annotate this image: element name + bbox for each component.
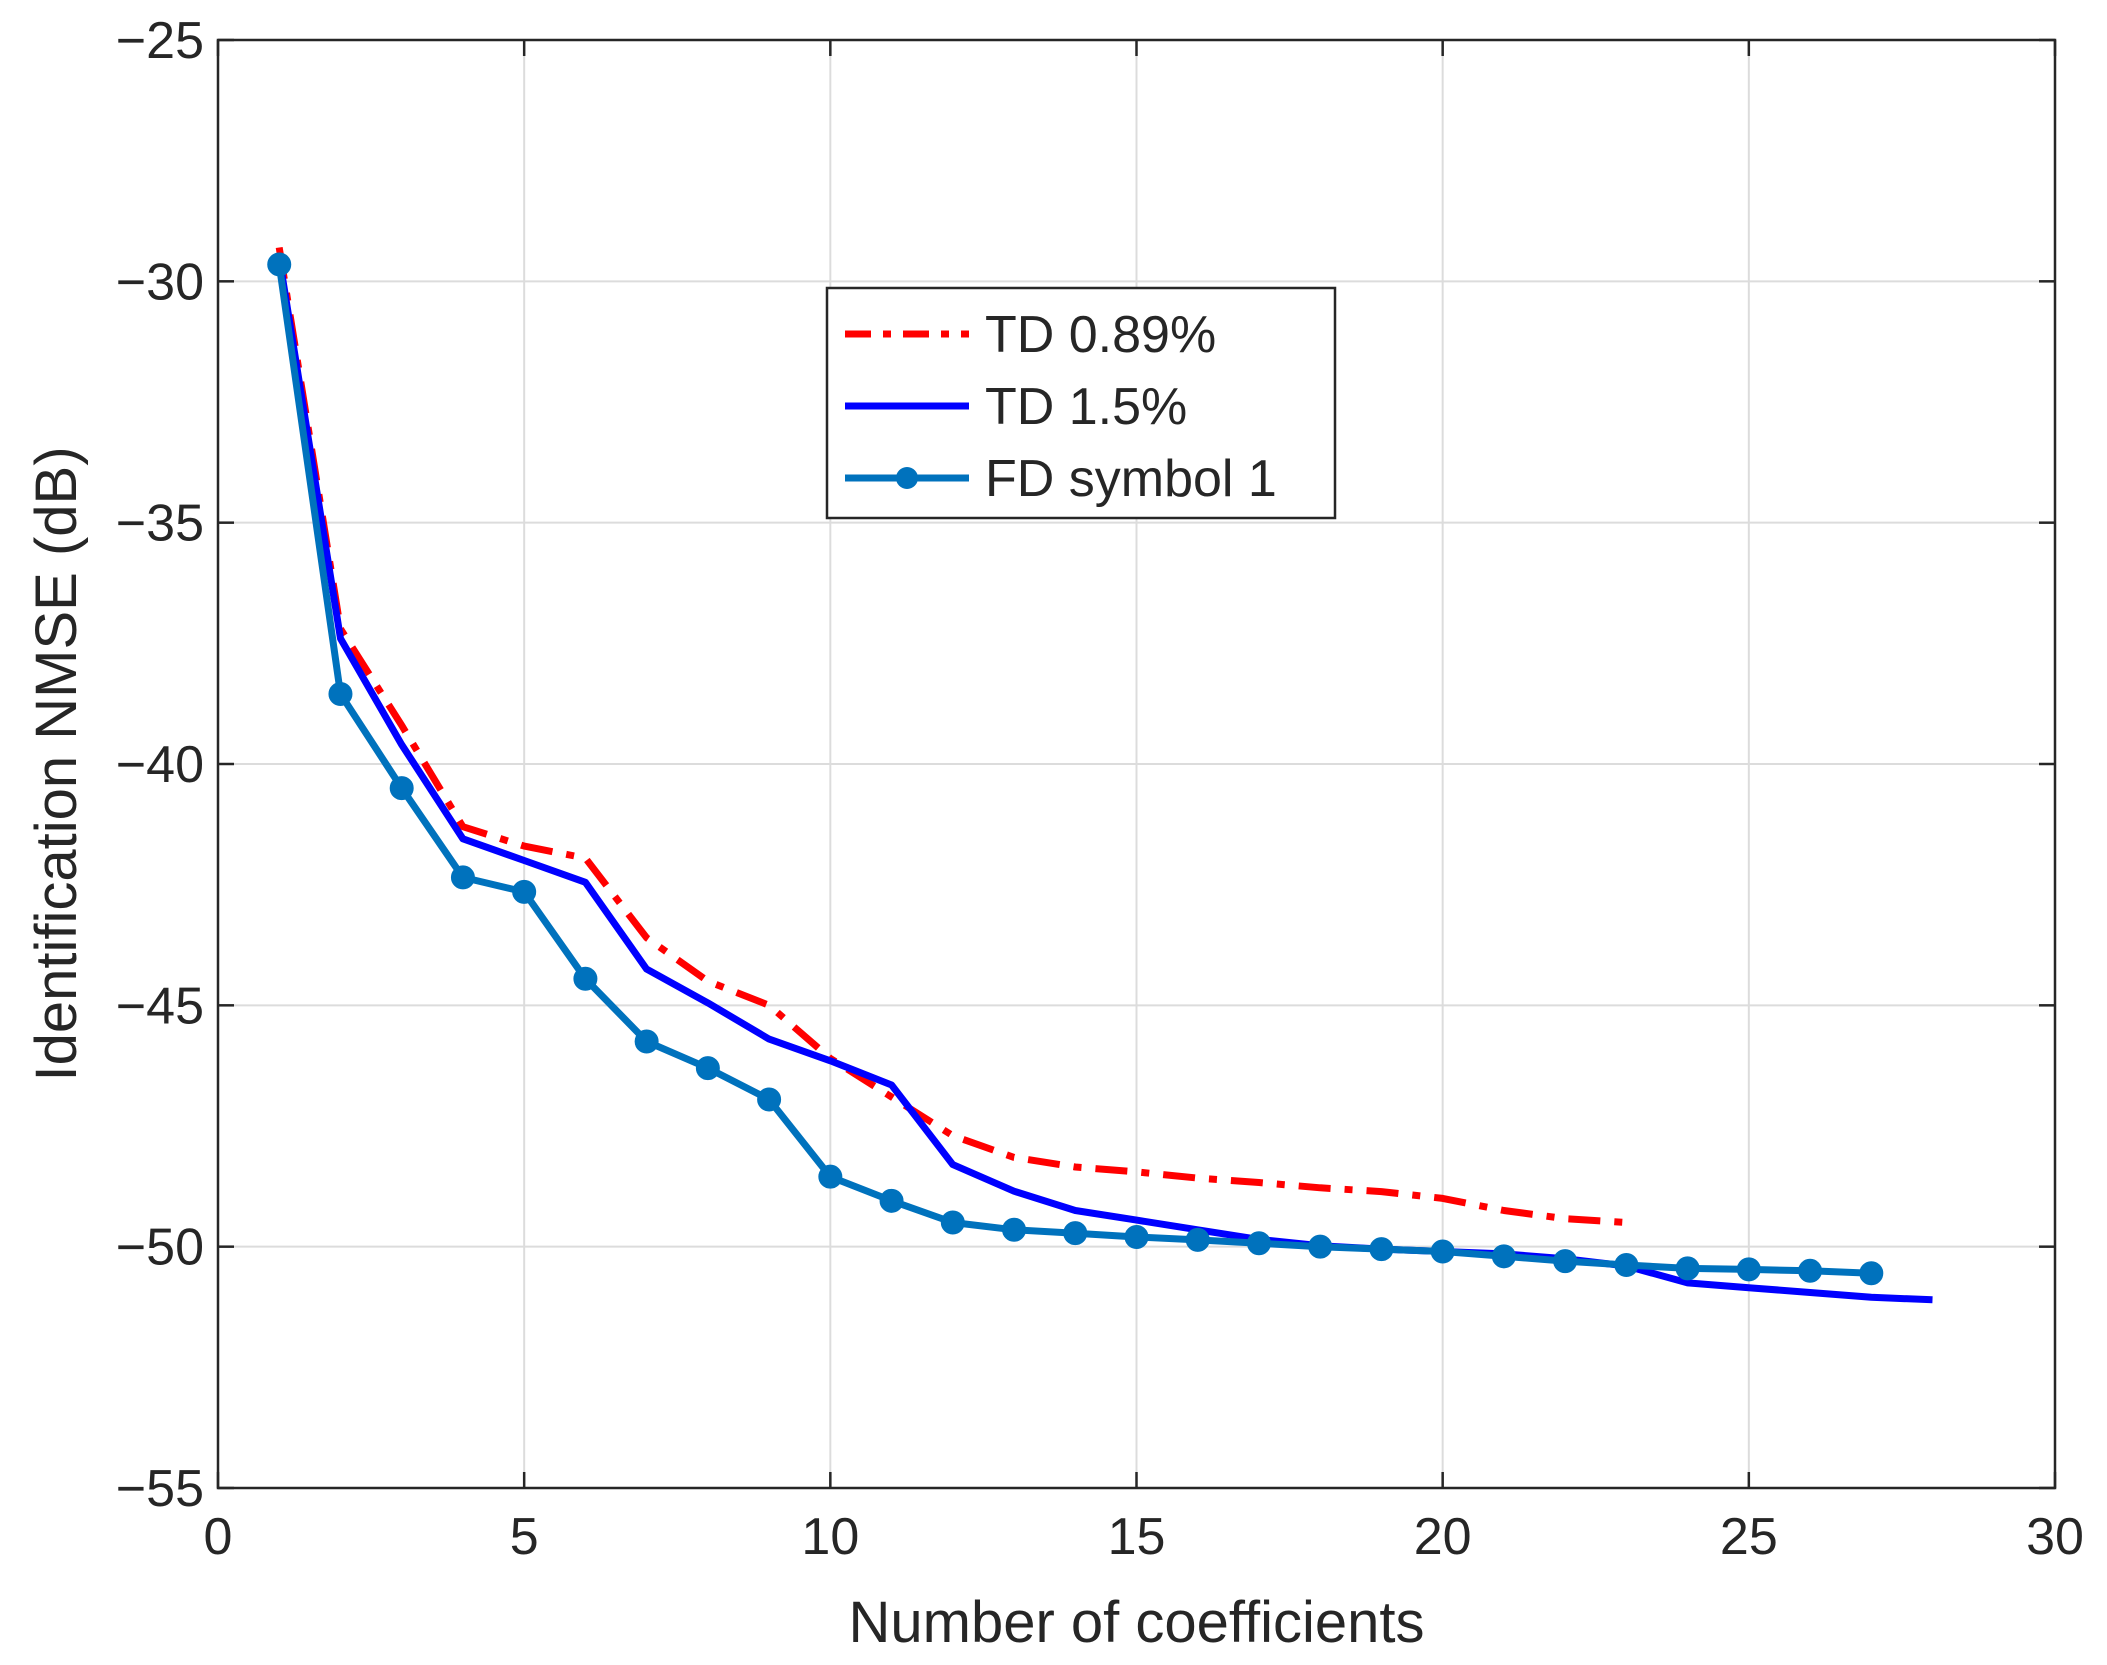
axis-ticks: 0 5 10 15 20 25 30 −55 −50 −45 −40 −35 −30 −25: [116, 12, 2084, 1566]
x-tick-label: 20: [1414, 1508, 1472, 1566]
x-tick-label: 30: [2026, 1508, 2084, 1566]
data-series: [267, 246, 1933, 1304]
x-axis-label: Number of coefficients: [849, 1590, 1425, 1655]
data-point: [1859, 1261, 1884, 1286]
data-point: [267, 252, 292, 277]
data-point: [512, 879, 537, 904]
legend-label: TD 0.89%: [985, 306, 1216, 364]
y-tick-label: −35: [116, 495, 204, 553]
y-tick-label: −45: [116, 977, 204, 1035]
legend-entries: TD 0.89% TD 1.5% FD symbol 1: [845, 306, 1277, 508]
data-point: [1002, 1217, 1027, 1242]
x-tick-label: 5: [510, 1508, 539, 1566]
series-line: [275, 256, 1933, 1304]
y-tick-label: −55: [116, 1460, 204, 1518]
x-tick-label: 0: [204, 1508, 233, 1566]
y-tick-label: −40: [116, 736, 204, 794]
data-point: [450, 865, 475, 890]
data-point: [695, 1056, 720, 1081]
data-point: [1185, 1227, 1210, 1252]
legend-swatch-marker: [896, 467, 918, 489]
legend-label: FD symbol 1: [985, 450, 1277, 508]
data-point: [1369, 1237, 1394, 1262]
series-td-1-5-: [275, 256, 1933, 1304]
y-tick-label: −50: [116, 1219, 204, 1277]
data-point: [1675, 1256, 1700, 1281]
data-point: [1124, 1225, 1149, 1250]
legend-entry: FD symbol 1: [845, 450, 1277, 508]
data-point: [573, 966, 598, 991]
series-line: [275, 246, 1627, 1226]
x-tick-label: 10: [801, 1508, 859, 1566]
data-point: [389, 776, 414, 801]
series-fd-symbol-1: [267, 252, 1884, 1286]
data-point: [940, 1210, 965, 1235]
y-tick-label: −25: [116, 12, 204, 70]
data-point: [1063, 1221, 1088, 1246]
data-point: [1430, 1239, 1455, 1264]
data-point: [1798, 1258, 1823, 1283]
x-tick-label: 25: [1720, 1508, 1778, 1566]
legend-entry: TD 1.5%: [845, 378, 1187, 436]
y-tick-label: −30: [116, 253, 204, 311]
data-point: [1246, 1231, 1271, 1256]
data-point: [1553, 1249, 1578, 1274]
legend: TD 0.89% TD 1.5% FD symbol 1: [825, 286, 1337, 520]
data-point: [634, 1029, 659, 1054]
data-point: [1614, 1253, 1639, 1278]
y-axis-label: Identification NMSE (dB): [24, 446, 89, 1081]
data-point: [757, 1087, 782, 1112]
data-point: [879, 1188, 904, 1213]
data-point: [1491, 1244, 1516, 1269]
data-point: [1308, 1234, 1333, 1259]
data-point: [1736, 1257, 1761, 1282]
data-point: [818, 1164, 843, 1189]
series-td-0-89-: [275, 246, 1627, 1226]
legend-entry: TD 0.89%: [845, 306, 1216, 364]
x-tick-label: 15: [1108, 1508, 1166, 1566]
data-point: [328, 682, 353, 707]
legend-label: TD 1.5%: [985, 378, 1187, 436]
